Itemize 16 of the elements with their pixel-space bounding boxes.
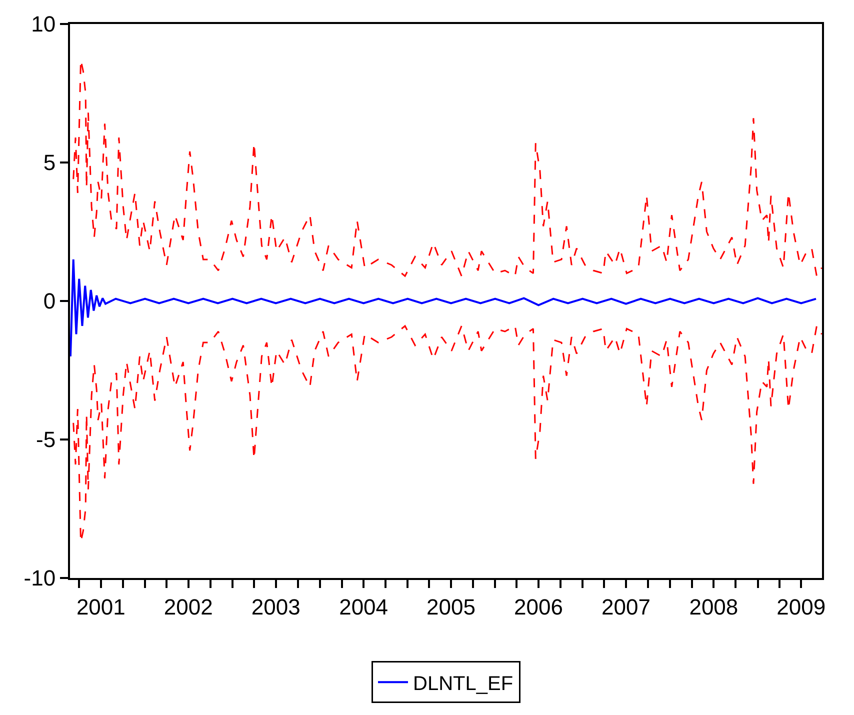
x-tick-label: 2004 [339, 594, 388, 620]
legend-label: DLNTL_EF [413, 672, 514, 695]
y-tick-label: 10 [31, 12, 56, 37]
x-tick-label: 2005 [426, 594, 476, 620]
y-tick-label: 0 [43, 288, 56, 314]
x-tick-label: 2007 [601, 594, 650, 620]
x-tick-label: 2006 [514, 594, 563, 620]
line-series [70, 258, 818, 358]
y-tick-label: -10 [24, 566, 56, 591]
x-tick-label: 2003 [251, 594, 300, 620]
y-tick-label: -5 [36, 427, 56, 452]
x-tick-label: 2009 [776, 594, 826, 620]
x-tick-label: 2008 [689, 594, 738, 620]
x-tick-label: 2002 [164, 594, 213, 620]
x-tick-label: 2001 [76, 594, 126, 620]
y-tick-label: 5 [43, 150, 56, 176]
